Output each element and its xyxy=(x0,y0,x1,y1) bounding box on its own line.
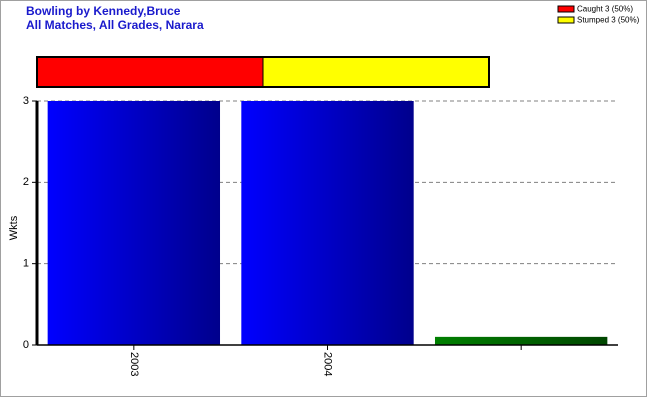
bar xyxy=(434,336,608,345)
y-tick-label: 2 xyxy=(23,176,29,188)
bar xyxy=(241,101,414,345)
legend-swatch xyxy=(557,5,575,13)
y-tick-label: 1 xyxy=(23,258,29,270)
chart-subtitle: All Matches, All Grades, Narara xyxy=(26,18,204,32)
legend-label: Caught 3 (50%) xyxy=(577,5,633,14)
chart-title: Bowling by Kennedy,Bruce xyxy=(26,4,181,18)
bar xyxy=(47,101,221,345)
legend-label: Stumped 3 (50%) xyxy=(577,16,640,25)
y-axis-label: Wkts xyxy=(8,215,20,240)
breakdown-segment xyxy=(262,56,490,88)
y-tick-label: 0 xyxy=(23,339,29,351)
breakdown-border xyxy=(36,56,490,88)
legend-swatch xyxy=(557,16,575,24)
x-tick-label: 2004 xyxy=(322,352,334,376)
x-tick-label: 2003 xyxy=(128,352,140,376)
y-tick-label: 3 xyxy=(23,95,29,107)
breakdown-segment xyxy=(36,56,264,88)
